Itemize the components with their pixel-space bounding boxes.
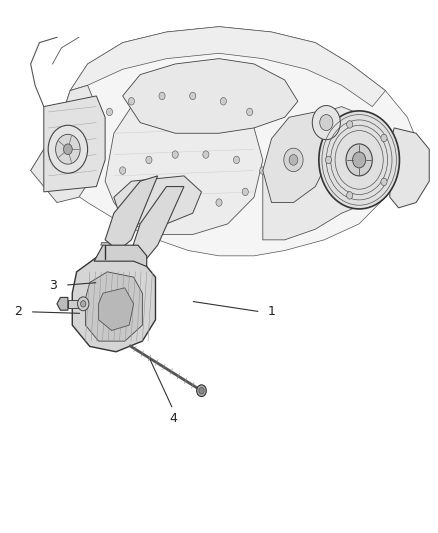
Circle shape bbox=[381, 134, 387, 142]
Circle shape bbox=[289, 155, 298, 165]
Polygon shape bbox=[114, 176, 201, 224]
Circle shape bbox=[216, 199, 222, 206]
Circle shape bbox=[260, 167, 266, 174]
Polygon shape bbox=[390, 128, 429, 208]
Circle shape bbox=[81, 301, 86, 307]
Circle shape bbox=[346, 120, 353, 128]
Circle shape bbox=[319, 111, 399, 209]
Text: 4: 4 bbox=[169, 412, 177, 425]
Polygon shape bbox=[105, 176, 158, 251]
Circle shape bbox=[181, 199, 187, 206]
Circle shape bbox=[346, 144, 372, 176]
Polygon shape bbox=[57, 297, 68, 310]
Polygon shape bbox=[94, 245, 147, 266]
Circle shape bbox=[199, 387, 204, 394]
Circle shape bbox=[381, 178, 387, 185]
Circle shape bbox=[128, 98, 134, 105]
Circle shape bbox=[353, 152, 366, 168]
Circle shape bbox=[247, 108, 253, 116]
Circle shape bbox=[106, 108, 113, 116]
Polygon shape bbox=[85, 272, 142, 341]
Circle shape bbox=[172, 151, 178, 158]
Polygon shape bbox=[263, 107, 394, 240]
Polygon shape bbox=[263, 112, 333, 203]
Polygon shape bbox=[105, 96, 263, 235]
Polygon shape bbox=[131, 187, 184, 261]
Circle shape bbox=[78, 297, 89, 311]
Polygon shape bbox=[31, 85, 101, 203]
Text: 1: 1 bbox=[268, 305, 276, 318]
Polygon shape bbox=[31, 27, 416, 256]
Polygon shape bbox=[68, 300, 81, 308]
Circle shape bbox=[150, 193, 156, 201]
Circle shape bbox=[64, 144, 72, 155]
Polygon shape bbox=[101, 243, 110, 245]
Polygon shape bbox=[70, 27, 385, 107]
Circle shape bbox=[320, 115, 333, 131]
Text: 2: 2 bbox=[14, 305, 22, 318]
Circle shape bbox=[325, 156, 332, 164]
Circle shape bbox=[146, 156, 152, 164]
Polygon shape bbox=[99, 288, 134, 330]
Circle shape bbox=[312, 106, 340, 140]
Circle shape bbox=[242, 188, 248, 196]
Circle shape bbox=[203, 151, 209, 158]
Circle shape bbox=[220, 98, 226, 105]
Circle shape bbox=[159, 92, 165, 100]
Polygon shape bbox=[123, 59, 298, 133]
Circle shape bbox=[233, 156, 240, 164]
Circle shape bbox=[56, 134, 80, 164]
Polygon shape bbox=[44, 96, 105, 192]
Text: 3: 3 bbox=[49, 279, 57, 292]
Circle shape bbox=[346, 192, 353, 199]
Circle shape bbox=[284, 148, 303, 172]
Circle shape bbox=[197, 385, 206, 397]
Polygon shape bbox=[72, 256, 155, 352]
Circle shape bbox=[48, 125, 88, 173]
Circle shape bbox=[120, 167, 126, 174]
Circle shape bbox=[190, 92, 196, 100]
